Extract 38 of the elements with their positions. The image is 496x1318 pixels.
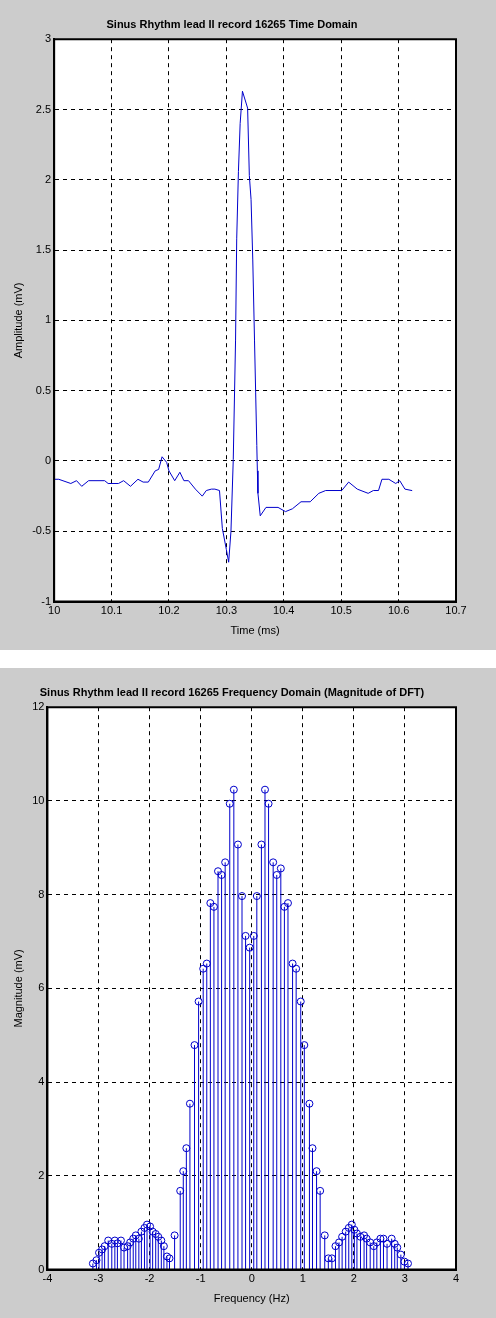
x-tick-label: 3 [401,1272,408,1285]
y-axis-title: Amplitude (mV) [11,282,24,359]
y-tick-label: 0 [38,1262,45,1275]
x-tick-label: 10.7 [445,604,467,617]
y-tick-label: 8 [38,887,45,900]
x-tick-label: 1 [299,1272,306,1285]
x-tick-label: 0 [248,1272,255,1285]
y-tick-label: 1.5 [35,243,52,256]
x-tick-label: -3 [93,1272,104,1285]
chart-title: Sinus Rhythm lead II record 16265 Time Domain [106,17,358,30]
y-tick-label: 10 [32,793,45,806]
x-tick-label: 10.4 [273,604,295,617]
y-tick-label: 2.5 [35,102,52,115]
y-tick-label: 12 [32,700,45,713]
chart-title: Sinus Rhythm lead II record 16265 Frequency Domain (Magnitude of DFT) [39,685,425,698]
y-tick-label: -0.5 [32,524,52,537]
y-tick-label: 1 [45,313,52,326]
y-axis-title: Magnitude (mV) [11,949,24,1028]
x-tick-label: 4 [452,1272,460,1285]
x-tick-label: -1 [195,1272,206,1285]
y-tick-label: 0.5 [35,383,52,396]
x-tick-label: 2 [350,1272,357,1285]
y-tick-label: -1 [41,594,52,607]
x-tick-label: 10.6 [387,604,410,617]
x-tick-label: 10.5 [330,604,352,617]
x-axis-title: Frequency (Hz) [213,1292,290,1305]
x-tick-label: 10.3 [215,604,238,617]
y-tick-label: 4 [38,1075,45,1088]
x-tick-label: 10.2 [158,604,180,617]
x-axis-title: Time (ms) [230,624,280,637]
y-tick-label: 2 [45,172,52,185]
x-tick-label: -4 [42,1272,53,1285]
x-tick-label: -2 [144,1272,155,1285]
y-tick-label: 2 [38,1168,45,1181]
y-tick-label: 3 [45,32,52,45]
y-tick-label: 6 [38,981,45,994]
y-tick-label: 0 [45,454,52,467]
x-tick-label: 10.1 [100,604,123,617]
